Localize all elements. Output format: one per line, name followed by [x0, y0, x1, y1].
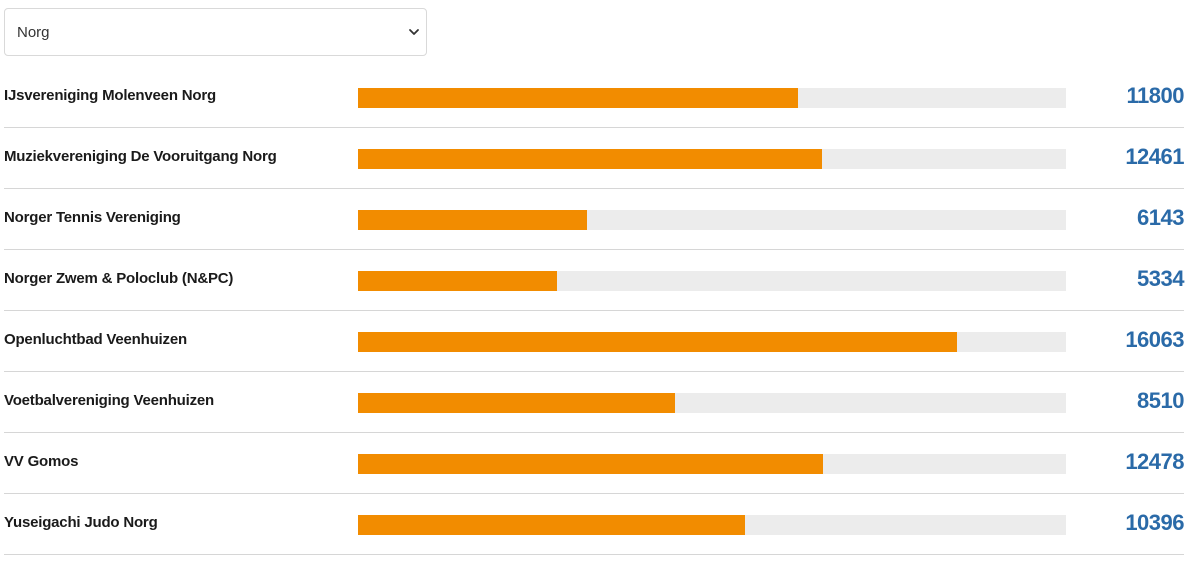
- club-amount: 12478: [1125, 449, 1184, 474]
- progress-fill: [358, 393, 676, 413]
- club-name: Yuseigachi Judo Norg: [4, 514, 158, 531]
- location-select[interactable]: Norg: [4, 8, 427, 56]
- list-item: IJsvereniging Molenveen Norg 11800: [4, 67, 1185, 128]
- club-amount: 6143: [1137, 205, 1184, 230]
- progress-fill: [358, 210, 587, 230]
- club-name: Voetbalvereniging Veenhuizen: [4, 392, 215, 409]
- club-name: Openluchtbad Veenhuizen: [4, 331, 187, 348]
- club-amount: 11800: [1126, 83, 1185, 108]
- progress-fill: [358, 515, 746, 535]
- progress-track: [358, 454, 1066, 474]
- progress-track: [358, 393, 1066, 413]
- progress-fill: [358, 88, 798, 108]
- club-amount: 16063: [1125, 327, 1184, 352]
- list-item: Voetbalvereniging Veenhuizen 8510: [4, 372, 1184, 433]
- progress-fill: [358, 149, 823, 169]
- progress-track: [358, 332, 1066, 352]
- progress-track: [358, 149, 1066, 169]
- club-amount: 12461: [1125, 144, 1184, 169]
- progress-track: [358, 515, 1066, 535]
- chevron-down-icon: [409, 29, 419, 35]
- club-amount: 10396: [1125, 510, 1184, 535]
- club-name: Muziekvereniging De Vooruitgang Norg: [4, 148, 277, 165]
- club-name: IJsvereniging Molenveen Norg: [4, 87, 216, 104]
- progress-track: [358, 88, 1066, 108]
- progress-fill: [358, 332, 957, 352]
- club-name: Norger Zwem & Poloclub (N&PC): [4, 270, 234, 287]
- list-item: Yuseigachi Judo Norg 10396: [4, 494, 1184, 555]
- location-select-value: Norg: [17, 24, 50, 41]
- club-amount: 8510: [1137, 388, 1184, 413]
- progress-track: [358, 271, 1066, 291]
- list-item: Norger Zwem & Poloclub (N&PC) 5334: [4, 250, 1184, 311]
- list-item: Norger Tennis Vereniging 6143: [4, 189, 1184, 250]
- results-list: IJsvereniging Molenveen Norg 11800 Muzie…: [4, 67, 1185, 555]
- list-item: Openluchtbad Veenhuizen 16063: [4, 311, 1184, 372]
- progress-track: [358, 210, 1066, 230]
- club-name: Norger Tennis Vereniging: [4, 209, 181, 226]
- progress-fill: [358, 271, 557, 291]
- club-amount: 5334: [1137, 266, 1184, 291]
- list-item: Muziekvereniging De Vooruitgang Norg 124…: [4, 128, 1184, 189]
- progress-fill: [358, 454, 823, 474]
- club-name: VV Gomos: [4, 453, 79, 470]
- list-item: VV Gomos 12478: [4, 433, 1184, 494]
